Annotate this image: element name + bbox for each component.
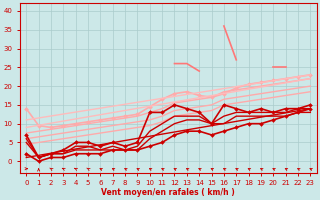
X-axis label: Vent moyen/en rafales ( km/h ): Vent moyen/en rafales ( km/h ) [101,188,235,197]
